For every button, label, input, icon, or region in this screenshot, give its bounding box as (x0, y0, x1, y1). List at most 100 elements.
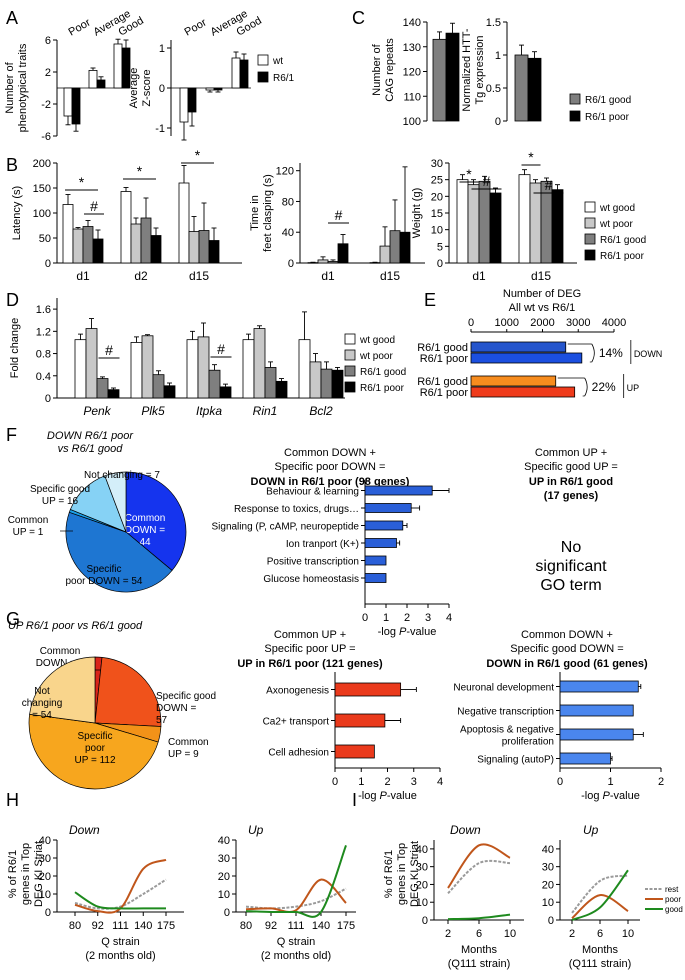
a-legend-R61-label: R6/1 (273, 73, 295, 84)
h-down-xlabel: Q strain (101, 936, 140, 948)
g-pie-slice-label: DOWN = 4 (36, 658, 85, 669)
g-go-up-bar (334, 744, 375, 759)
a2-category-label: Poor (183, 16, 209, 38)
a1-bar (96, 79, 106, 89)
h-down-x-tick-label: 140 (134, 920, 152, 932)
b2-bar (379, 245, 391, 264)
d-legend-wtpoor-label: wt poor (359, 351, 393, 362)
i-up-y-tick-label: 0 (548, 915, 554, 927)
h-down-series-good (74, 891, 166, 910)
b1-bar (208, 240, 220, 264)
g-go-up-title: UP in R6/1 poor (121 genes) (237, 658, 383, 670)
g-pie-slice-label: Not (34, 686, 50, 697)
i-up-x-tick-label: 10 (622, 928, 634, 940)
g-go-up-x-tick-label: 1 (358, 776, 364, 788)
d-bar (163, 385, 176, 399)
b3-y-tick-label: 5 (437, 241, 443, 253)
c-legend-R61good-label: R6/1 good (585, 95, 631, 106)
i-up-series-poor (571, 894, 629, 919)
f-go-x-tick-label: 2 (404, 612, 410, 624)
d-bar (130, 342, 143, 399)
a-legend-wt-swatch (257, 54, 269, 66)
g-go-up-x-tick-label: 3 (411, 776, 417, 788)
c-legend-R61poor-label: R6/1 poor (585, 112, 630, 123)
b1-bar (92, 238, 104, 264)
d-ylabel: Fold change (9, 318, 21, 379)
g-pie-slice-label: = 54 (32, 710, 52, 721)
g-go-down-category-label: proliferation (502, 737, 554, 748)
f-right-message: GO term (540, 577, 601, 594)
d-legend-R61good-label: R6/1 good (360, 367, 406, 378)
panel-letter-F: F (6, 425, 17, 445)
f-go-category-label: Behaviour & learning (266, 487, 359, 498)
d-legend-wtpoor-swatch (344, 349, 356, 361)
b3-sig-symbol: # (483, 173, 491, 189)
f-go-bar (364, 503, 412, 513)
i-up-series-good (571, 869, 629, 921)
g-pie-slice-label: changing (22, 698, 63, 709)
g-go-down-x-tick-label: 0 (557, 776, 563, 788)
a2-bar (187, 87, 197, 113)
c1-bar (445, 32, 460, 122)
c2-y-tick-label: 0.5 (486, 83, 501, 95)
a1-y-tick-label: -6 (41, 131, 51, 143)
i-legend-rest-label: rest (665, 885, 679, 894)
b3-category-label: d15 (531, 269, 551, 283)
b3-y-tick-label: 20 (431, 191, 443, 203)
e-group-label: UP (627, 383, 640, 393)
panel-letter-D: D (6, 290, 19, 310)
f-right-title: Common UP + (535, 447, 607, 459)
b1-bar (62, 204, 74, 264)
b3-ylabel: Weight (g) (411, 188, 423, 239)
b3-bar (478, 180, 491, 264)
d-sig-symbol: # (105, 342, 113, 358)
b1-ylabel: Latency (s) (11, 186, 23, 240)
i-up-title: Up (583, 823, 599, 837)
f-pie-slice-label: Specific (86, 564, 121, 575)
i-down-y-tick-label: 0 (422, 915, 428, 927)
b3-sig-symbol: * (528, 149, 534, 165)
h-up-xlabel: Q strain (277, 936, 316, 948)
f-go-title: Specific poor DOWN = (275, 461, 386, 473)
e-percent: 14% (599, 346, 623, 360)
i-up-series-rest (571, 874, 629, 914)
i-down-y-tick-label: 30 (416, 862, 428, 874)
b1-bar (198, 230, 210, 264)
f-right-title: (17 genes) (544, 490, 599, 502)
b2-y-tick-label: 40 (282, 227, 294, 239)
g-go-down-category-label: Negative transcription (457, 707, 554, 718)
f-pie-slice-label: poor DOWN = 54 (66, 576, 143, 587)
f-pie-slice (125, 471, 187, 571)
e-x-tick-label: 4000 (602, 317, 626, 329)
b3-bar (456, 179, 469, 264)
g-go-up-title: Specific poor UP = (264, 643, 355, 655)
h-down-y-tick-label: 20 (39, 871, 51, 883)
i-down-series-good (447, 913, 511, 921)
b2-ylabel: Time in (249, 195, 261, 231)
b-legend-R61poor-label: R6/1 poor (600, 251, 645, 262)
h-down-y-tick-label: 40 (39, 835, 51, 847)
b2-bar (327, 261, 339, 264)
e-bar-label: R6/1 poor (420, 353, 469, 365)
g-go-down-title: Common DOWN + (521, 629, 613, 641)
d-legend-R61poor-label: R6/1 poor (360, 383, 405, 394)
e-bracket-curve (584, 377, 588, 397)
h-down-series-poor (74, 858, 167, 914)
i-down-y-tick-label: 20 (416, 879, 428, 891)
c2-y-tick-label: 1.5 (486, 17, 501, 29)
d-bar (208, 369, 221, 399)
c1-ylabel: CAG repeats (384, 38, 396, 102)
i-down-xlabel: Months (461, 944, 498, 956)
d-legend-R61poor-swatch (344, 381, 356, 393)
i-down-series-rest (447, 859, 511, 895)
panel-letter-G: G (6, 609, 20, 629)
b-legend-R61poor-swatch (584, 249, 596, 261)
b3-y-tick-label: 10 (431, 225, 443, 237)
b1-y-tick-label: 50 (39, 233, 51, 245)
a1-ylabel: Number of (4, 61, 16, 113)
b1-bar (72, 228, 84, 264)
d-y-tick-label: 0 (45, 393, 51, 405)
e-bar (470, 341, 567, 353)
b1-bar (130, 223, 142, 264)
